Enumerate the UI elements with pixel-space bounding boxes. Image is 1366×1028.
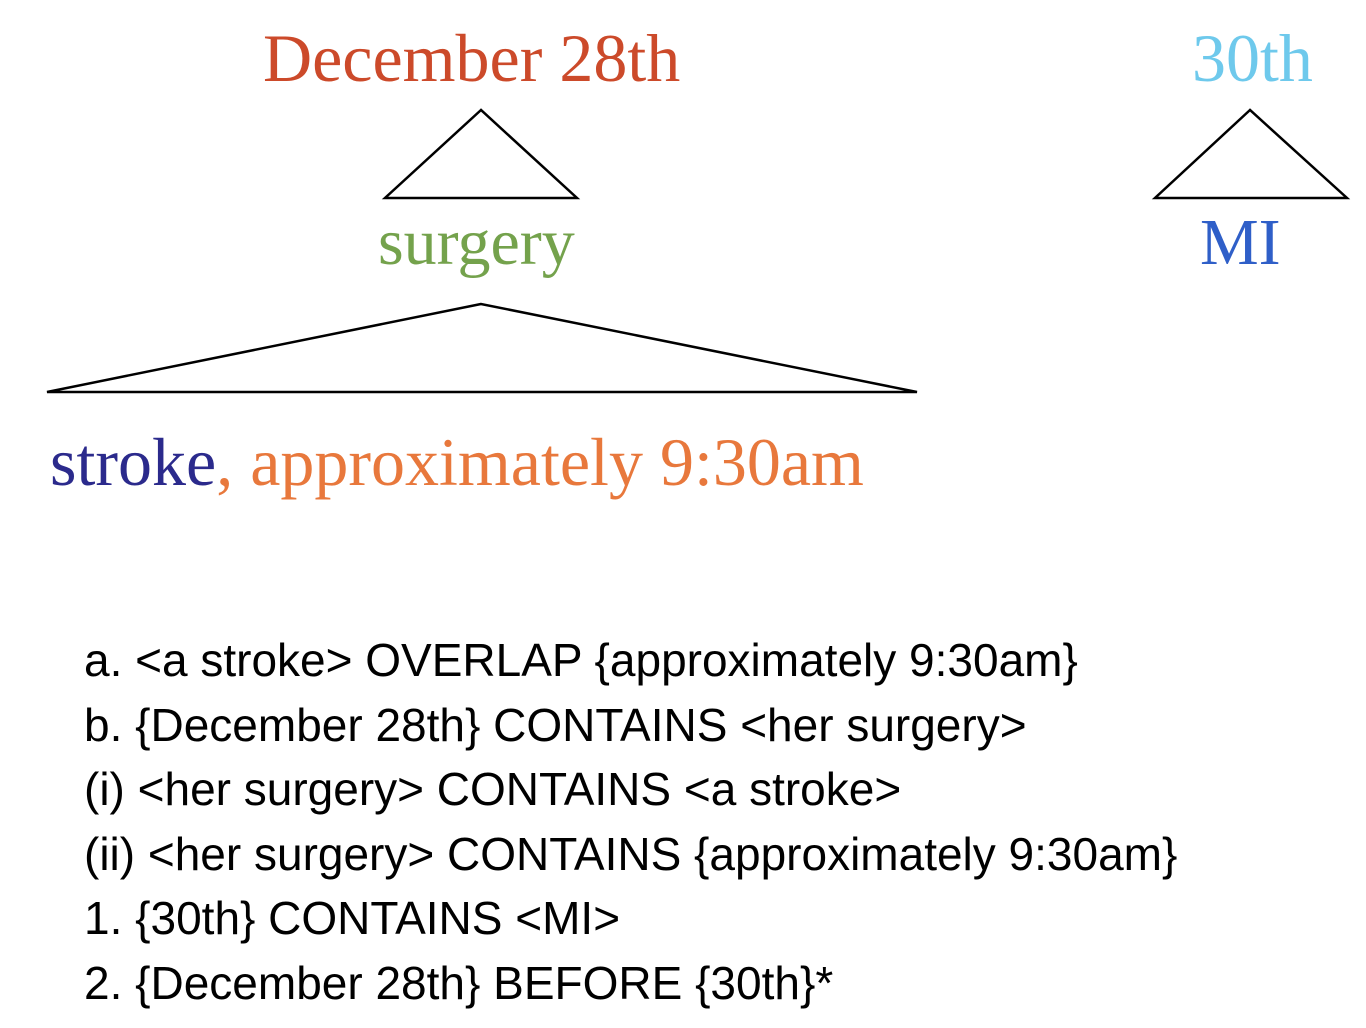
relation-b: b. {December 28th} CONTAINS <her surgery… — [84, 698, 1027, 751]
node-december-28th: December 28th — [263, 20, 681, 96]
leaf-time-expression: approximately 9:30am — [250, 424, 864, 500]
relation-i: (i) <her surgery> CONTAINS <a stroke> — [84, 763, 902, 815]
node-mi: MI — [1200, 206, 1281, 279]
node-30th: 30th — [1192, 20, 1313, 96]
relation-1: 1. {30th} CONTAINS <MI> — [84, 892, 621, 944]
december-to-surgery-triangle — [381, 108, 581, 200]
tree-edges — [46, 108, 1351, 394]
relation-a: a. <a stroke> OVERLAP {approximately 9:3… — [84, 634, 1078, 686]
leaf-event-stroke: stroke — [50, 424, 217, 500]
node-surgery: surgery — [378, 206, 575, 279]
30th-to-mi-triangle — [1151, 108, 1351, 200]
relation-2: 2. {December 28th} BEFORE {30th}* — [84, 956, 834, 1009]
surgery-to-leaves-triangle — [46, 302, 918, 394]
temporal-relations-list: a. <a stroke> OVERLAP {approximately 9:3… — [84, 628, 1177, 1015]
relation-ii: (ii) <her surgery> CONTAINS {approximate… — [84, 827, 1178, 880]
leaf-comma: , — [216, 424, 234, 500]
leaf-node: stroke, approximately 9:30am — [50, 428, 864, 496]
